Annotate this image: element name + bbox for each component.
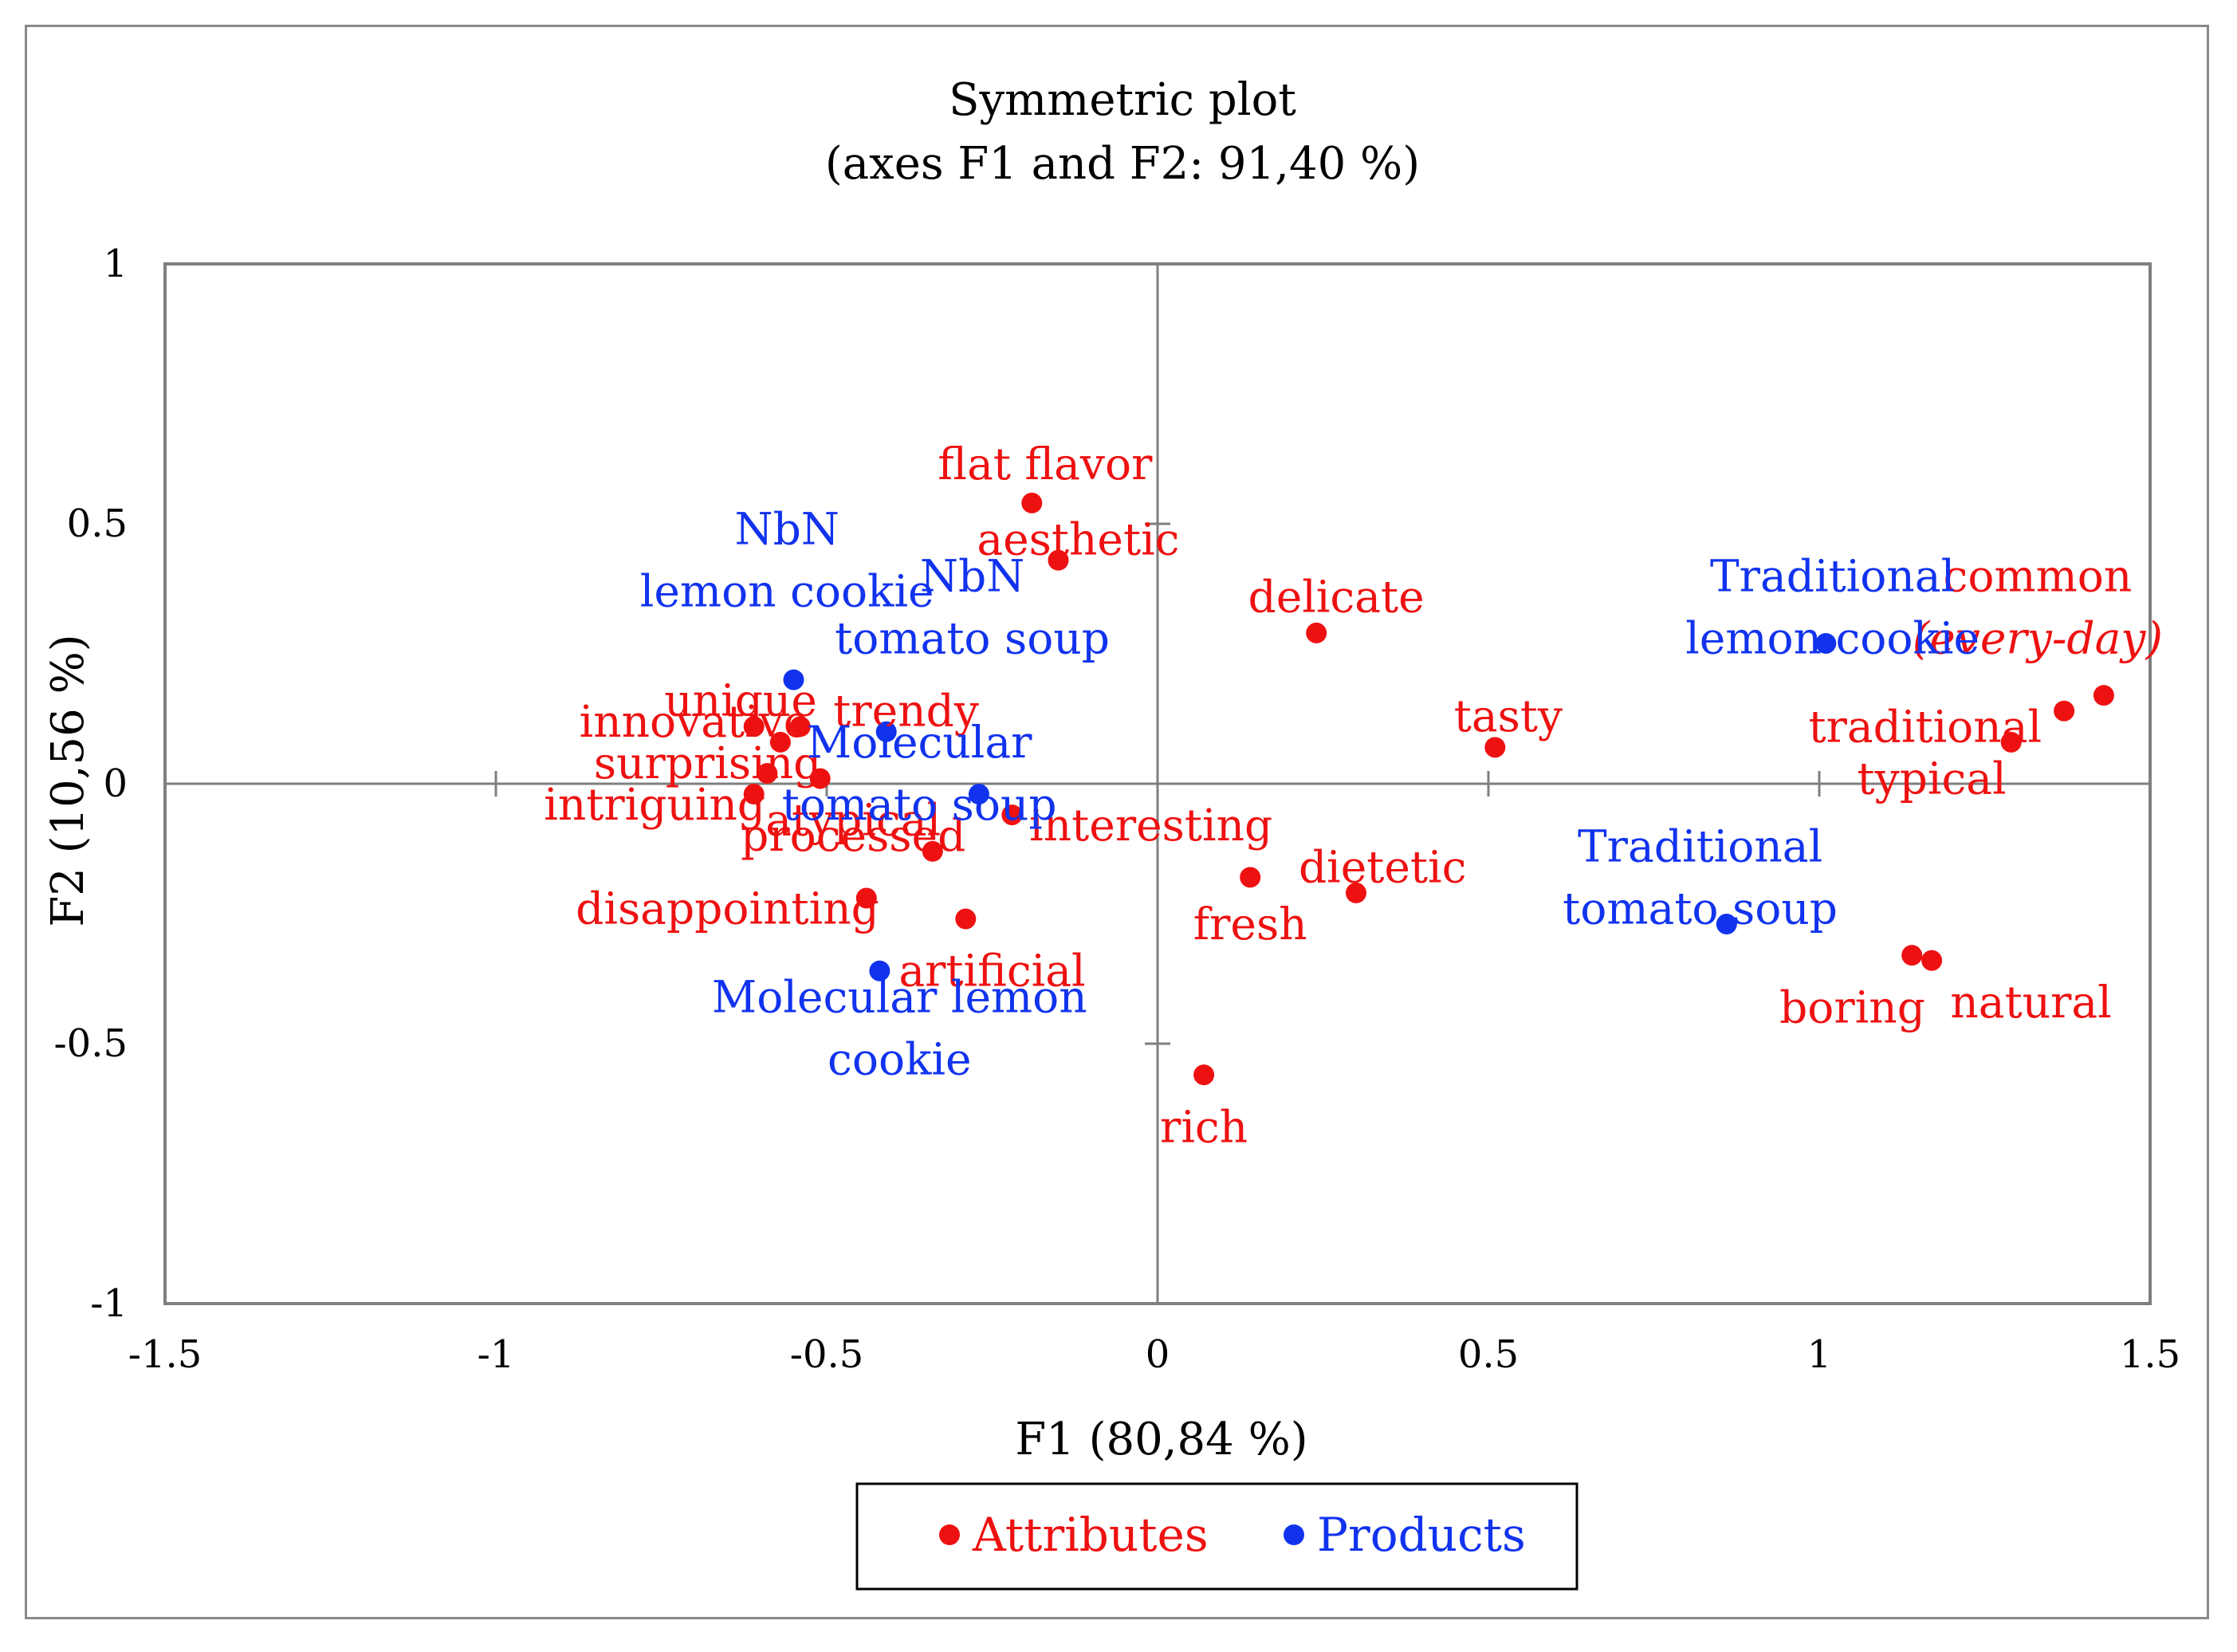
chart-subtitle: (axes F1 and F2: 91,40 %) — [825, 138, 1420, 190]
attributes-point — [743, 716, 765, 738]
legend-marker-attributes — [939, 1524, 960, 1545]
y-tick-label: 0 — [103, 761, 128, 806]
attributes-point — [922, 840, 943, 862]
chart-title: Symmetric plot — [949, 74, 1296, 126]
products-point-label: Molecular tomato soup — [782, 717, 1057, 830]
attributes-point — [1240, 867, 1261, 888]
y-tick-label: 0.5 — [67, 502, 128, 546]
attributes-point — [855, 887, 877, 909]
attributes-point — [757, 762, 778, 784]
attributes-point — [1921, 950, 1943, 971]
products-point — [1815, 632, 1837, 654]
attributes-point-label: atypical — [765, 795, 941, 846]
products-point-label: NbN tomato soup — [835, 550, 1110, 663]
attributes-point-label: artificial — [898, 946, 1085, 997]
attributes-point — [1306, 622, 1327, 643]
attributes-point — [1021, 492, 1043, 513]
legend: Attributes Products — [855, 1482, 1578, 1591]
attributes-point-label: trendy — [833, 686, 979, 737]
attributes-point-label: processed — [741, 810, 965, 861]
products-point-label: Molecular lemon cookie — [712, 971, 1087, 1084]
products-point-label: Traditional lemon cookie — [1685, 550, 1979, 663]
attributes-point-label: flat flavor — [938, 439, 1153, 490]
legend-marker-products — [1284, 1524, 1304, 1545]
products-point-label: Traditional tomato soup — [1563, 820, 1838, 934]
attributes-point-label: natural — [1950, 977, 2111, 1028]
axes-layer: -1.5 -1 -0.5 0 0.5 1 1.5-1-0.500.51 — [53, 242, 2180, 1377]
products-point — [968, 784, 989, 805]
attributes-point-label: tasty — [1454, 690, 1563, 741]
attributes-point-label: typical — [1858, 753, 2007, 804]
y-tick-label: -0.5 — [53, 1021, 128, 1066]
symmetric-plot-chart: Symmetric plot (axes F1 and F2: 91,40 %)… — [42, 74, 2180, 1591]
attributes-point — [1901, 945, 1923, 966]
attributes-point — [1048, 549, 1069, 571]
attributes-point — [2054, 700, 2075, 722]
attributes-point — [955, 908, 977, 930]
chart-frame: Symmetric plot (axes F1 and F2: 91,40 %)… — [25, 25, 2209, 1619]
attributes-point — [1193, 1064, 1215, 1086]
attributes-point-label: innovative — [580, 696, 810, 747]
attributes-point — [2093, 685, 2114, 706]
products-point-label: NbN lemon cookie — [640, 504, 934, 617]
attributes-point-label: unique — [664, 675, 817, 726]
attributes-point-label: aesthetic — [977, 514, 1179, 565]
attributes-point-label: traditional — [1809, 701, 2042, 752]
legend-box — [855, 1482, 1578, 1591]
attributes-point-label: interesting — [1029, 800, 1272, 851]
attributes-point — [743, 784, 765, 805]
labels-layer: flat flavor aesthetic delicate tasty common(… — [544, 439, 2163, 1152]
attributes-point — [769, 731, 791, 753]
points-layer — [743, 492, 2114, 1086]
attributes-point-label: disappointing — [576, 883, 879, 934]
attributes-point-label: fresh — [1193, 899, 1307, 950]
x-tick-label: -0.5 — [790, 1332, 864, 1377]
y-tick-label: -1 — [90, 1281, 128, 1326]
y-axis-label: F2 (10,56 %) — [42, 634, 94, 926]
x-tick-label: 0.5 — [1458, 1332, 1519, 1377]
x-axis-label: F1 (80,84 %) — [1015, 1414, 1307, 1465]
attributes-point-label: rich — [1160, 1101, 1248, 1152]
products-point — [875, 721, 897, 742]
attributes-point — [1484, 737, 1506, 758]
x-tick-label: -1 — [478, 1332, 515, 1377]
attributes-point-label: common (every-day) — [1913, 550, 2163, 663]
attributes-point-label: dietetic — [1299, 841, 1467, 892]
x-tick-label: -1.5 — [128, 1332, 202, 1377]
x-tick-label: 0 — [1146, 1332, 1170, 1377]
attributes-point — [1001, 804, 1023, 826]
attributes-point — [809, 768, 831, 789]
products-point — [1716, 914, 1737, 935]
x-tick-label: 1.5 — [2120, 1332, 2180, 1377]
products-point — [869, 960, 890, 981]
products-point — [783, 669, 804, 690]
attributes-point-label: intriguing — [544, 779, 765, 830]
attributes-point — [1346, 882, 1366, 903]
legend-label-attributes: Attributes — [972, 1508, 1209, 1562]
attributes-point-label: surprising — [594, 738, 821, 789]
x-tick-label: 1 — [1807, 1332, 1832, 1377]
attributes-point-label: boring — [1779, 981, 1925, 1032]
y-tick-label: 1 — [103, 242, 128, 286]
attributes-point-label: delicate — [1248, 571, 1425, 622]
attributes-point — [789, 716, 811, 738]
legend-label-products: Products — [1317, 1508, 1526, 1562]
attributes-point — [2000, 731, 2022, 753]
